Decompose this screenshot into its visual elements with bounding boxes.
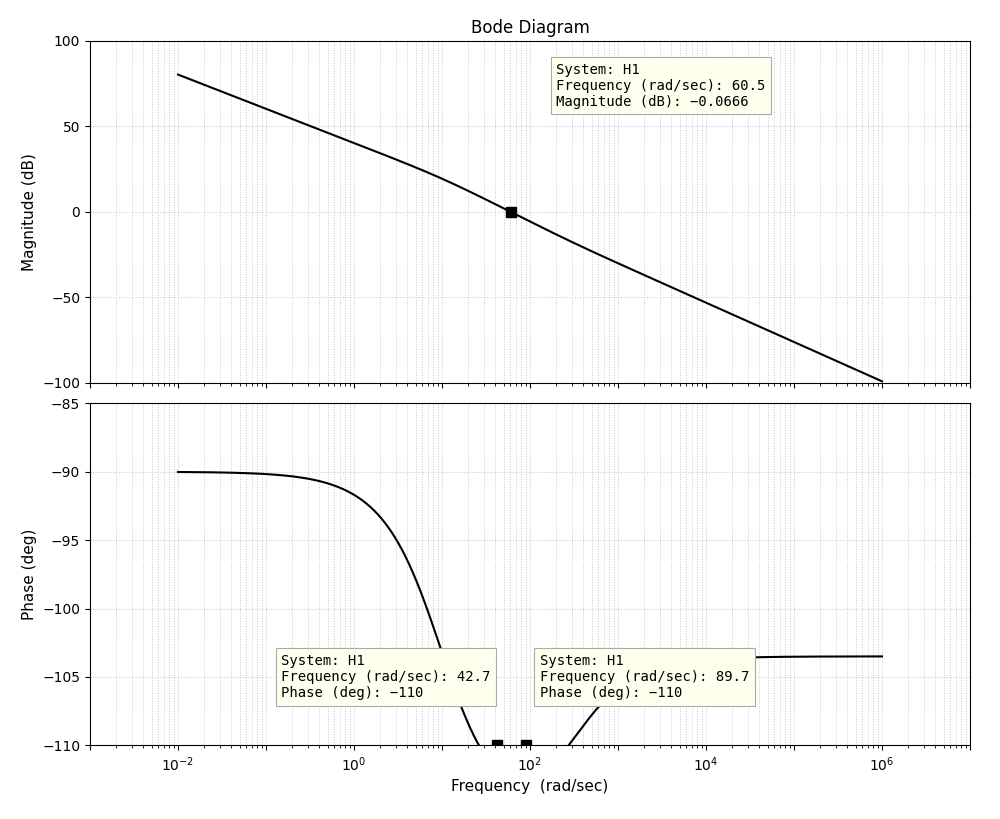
Text: System: H1
Frequency (rad/sec): 42.7
Phase (deg): −110: System: H1 Frequency (rad/sec): 42.7 Pha… <box>281 654 491 700</box>
X-axis label: Frequency  (rad/sec): Frequency (rad/sec) <box>451 779 609 794</box>
Y-axis label: Phase (deg): Phase (deg) <box>22 528 37 620</box>
Text: System: H1
Frequency (rad/sec): 89.7
Phase (deg): −110: System: H1 Frequency (rad/sec): 89.7 Pha… <box>540 654 749 700</box>
Title: Bode Diagram: Bode Diagram <box>471 19 589 37</box>
Text: System: H1
Frequency (rad/sec): 60.5
Magnitude (dB): −0.0666: System: H1 Frequency (rad/sec): 60.5 Mag… <box>556 62 766 109</box>
Y-axis label: Magnitude (dB): Magnitude (dB) <box>22 153 37 271</box>
